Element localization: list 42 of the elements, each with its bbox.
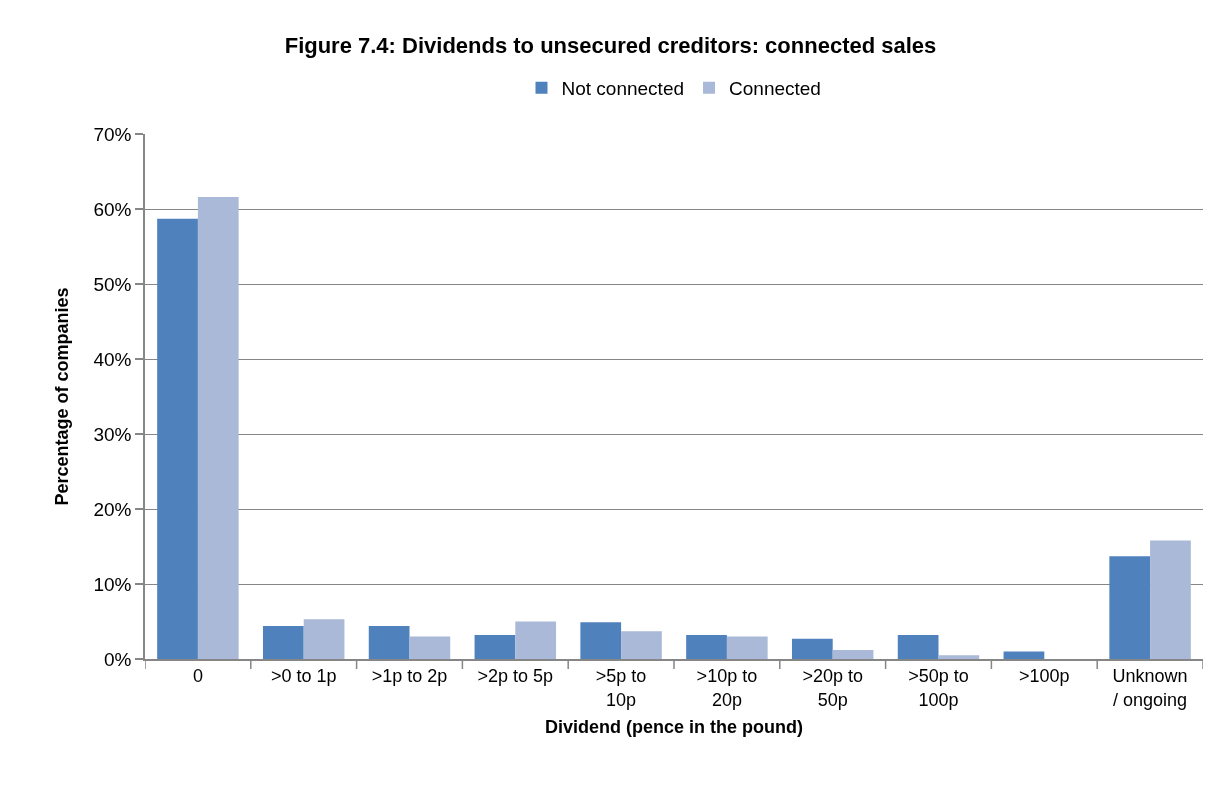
x-axis-title: Dividend (pence in the pound)	[545, 717, 803, 738]
x-tick-label: >100p	[1019, 666, 1070, 687]
y-tick-label: 10%	[93, 573, 132, 595]
bar	[368, 626, 410, 659]
bar	[938, 655, 980, 659]
x-tick-label: Unknown / ongoing	[1112, 666, 1188, 710]
y-tick-label: 40%	[93, 348, 132, 370]
bar	[686, 635, 727, 659]
y-tick-label: 70%	[93, 123, 132, 145]
bar	[262, 626, 304, 659]
legend-label: Connected	[729, 78, 821, 100]
x-tick-label: >0 to 1p	[270, 666, 337, 687]
x-tick-label: 0	[192, 666, 203, 687]
legend-label: Not connected	[561, 78, 685, 100]
bar	[1109, 556, 1151, 659]
chart-title: Figure 7.4: Dividends to unsecured creditors: connected sales	[284, 32, 937, 58]
bar	[1003, 651, 1045, 659]
x-tick-label: >50p to 100p	[908, 666, 969, 710]
y-tick-label: 50%	[93, 273, 132, 295]
y-tick-label: 20%	[93, 498, 132, 520]
y-tick-label: 0%	[103, 648, 132, 670]
x-tick-label: >2p to 5p	[477, 666, 554, 687]
y-axis-title: Percentage of companies	[52, 287, 73, 506]
bar	[409, 636, 451, 659]
bar	[897, 635, 939, 659]
bar	[791, 638, 833, 659]
bar	[580, 622, 622, 659]
bar	[726, 636, 768, 659]
bar	[303, 619, 345, 659]
bar	[197, 197, 239, 659]
y-tick-label: 30%	[93, 423, 132, 445]
bar	[157, 218, 198, 659]
x-tick-label: >1p to 2p	[371, 666, 448, 687]
x-tick-label: >5p to 10p	[595, 666, 647, 710]
bar	[621, 631, 662, 659]
y-tick-label: 60%	[93, 198, 132, 220]
x-tick-label: >10p to 20p	[696, 666, 758, 710]
bar	[515, 621, 557, 659]
bar	[474, 635, 516, 659]
bar	[1150, 540, 1191, 659]
x-tick-label: >20p to 50p	[802, 666, 863, 710]
bar	[832, 650, 874, 659]
